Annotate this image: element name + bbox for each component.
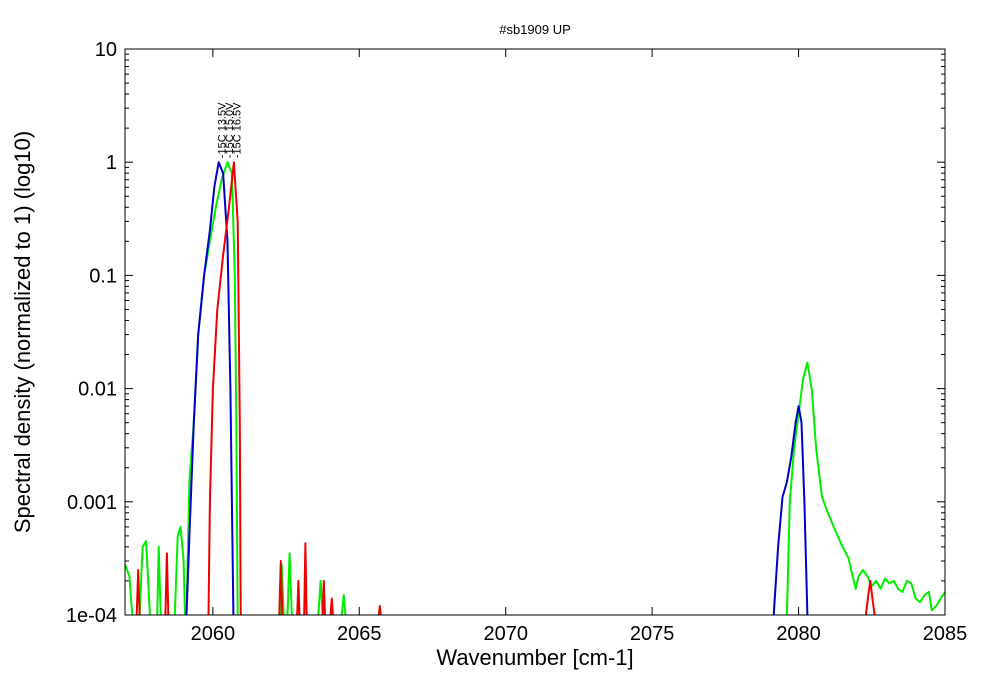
series-line — [317, 579, 324, 615]
y-tick-label: 1 — [106, 152, 117, 174]
peak-label: -15C 16.5V — [231, 102, 243, 158]
x-tick-label: 2085 — [923, 623, 968, 645]
series-line — [185, 161, 235, 615]
y-tick-label: 10 — [95, 39, 117, 61]
series-line — [785, 361, 945, 615]
y-tick-label: 0.01 — [78, 379, 117, 401]
peak-label: -15C 13.5V — [217, 102, 229, 158]
peak-labels: -15C 13.5V-15C 15.0V-15C 16.5V — [217, 102, 244, 158]
series-layer — [125, 161, 945, 615]
series-line — [303, 542, 308, 615]
peak-label: -15C 15.0V — [224, 102, 236, 158]
series-line — [321, 579, 326, 615]
series-line — [329, 597, 334, 615]
series-line — [377, 605, 382, 615]
series-line — [173, 525, 186, 615]
x-tick-label: 2075 — [630, 623, 675, 645]
x-tick-label: 2080 — [776, 623, 821, 645]
series-line — [135, 569, 141, 615]
y-tick-label: 1e-04 — [66, 605, 117, 627]
y-tick-label: 0.1 — [89, 265, 117, 287]
series-line — [296, 579, 301, 615]
series-line — [207, 161, 242, 615]
series-line — [864, 579, 876, 615]
series-line — [164, 552, 170, 615]
series-line — [125, 564, 134, 615]
series-line — [156, 545, 162, 615]
x-axis-ticks: 2060 2065 2070 2075 2080 2085 — [191, 49, 968, 645]
series-line — [278, 560, 284, 615]
x-tick-label: 2065 — [337, 623, 382, 645]
x-axis-label: Wavenumber [cm-1] — [436, 645, 633, 670]
plot-frame — [124, 48, 946, 616]
y-tick-label: 0.001 — [67, 492, 117, 514]
series-line — [138, 540, 151, 615]
series-line — [286, 552, 293, 615]
chart-title: #sb1909 UP — [499, 22, 571, 37]
x-tick-label: 2060 — [191, 623, 236, 645]
series-line — [340, 594, 347, 615]
y-axis-label: Spectral density (normalized to 1) (log1… — [10, 131, 35, 533]
series-line — [772, 405, 809, 615]
x-tick-label: 2070 — [483, 623, 528, 645]
